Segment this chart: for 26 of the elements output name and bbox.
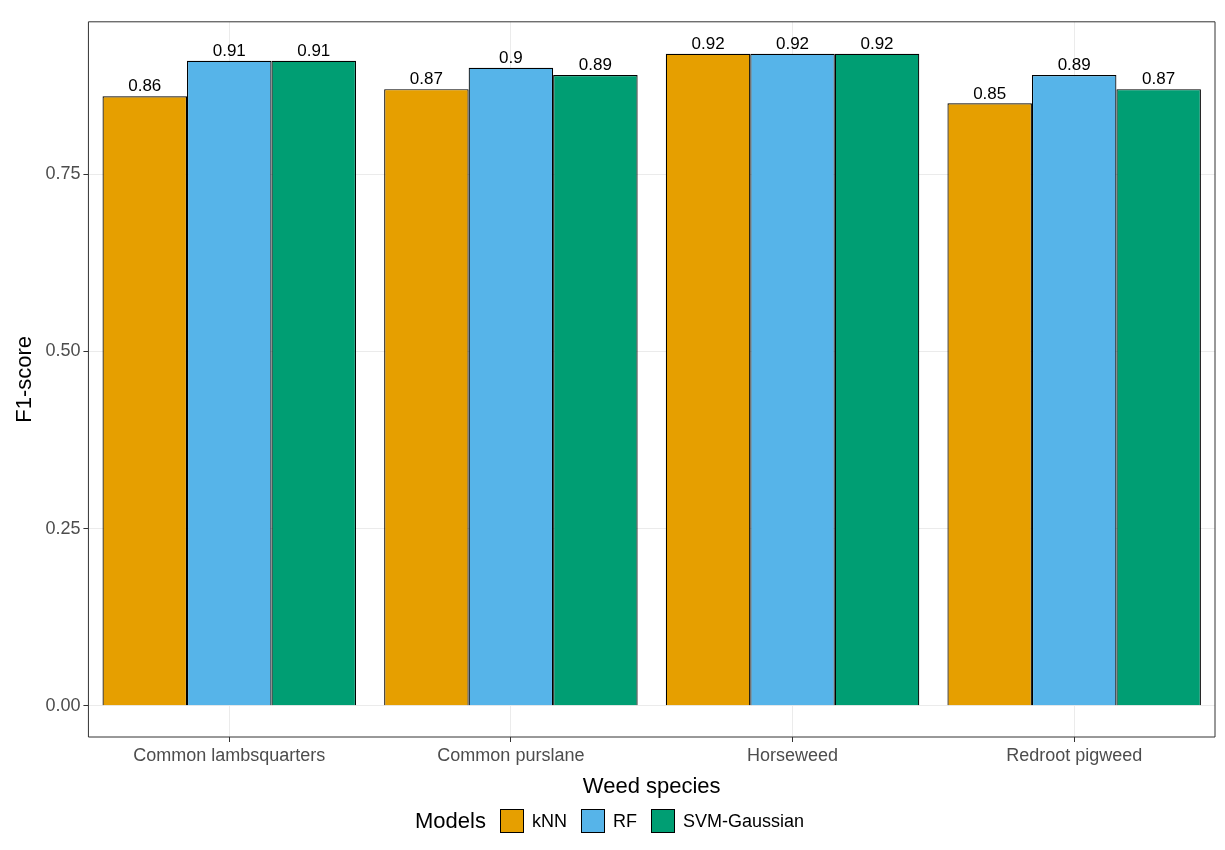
x-axis-title: Weed species	[582, 772, 721, 798]
y-tick-label: 0.25	[45, 517, 81, 538]
legend-title: Models	[415, 808, 486, 834]
y-tick-label: 0.75	[45, 163, 81, 184]
data-label: 0.91	[212, 40, 246, 60]
y-axis-title: F1-score	[11, 336, 37, 423]
x-tick-label: Redroot pigweed	[1006, 744, 1143, 765]
legend-label: SVM-Gaussian	[682, 810, 804, 832]
data-label: 0.85	[973, 83, 1007, 103]
x-tick-label: Common purslane	[437, 744, 585, 765]
data-label: 0.92	[691, 33, 725, 53]
data-label: 0.87	[1142, 69, 1176, 89]
data-label: 0.86	[128, 76, 162, 96]
data-label: 0.89	[1057, 55, 1091, 75]
y-tick-label: 0.00	[45, 694, 81, 715]
data-label: 0.9	[499, 48, 523, 68]
legend-label: RF	[612, 810, 637, 832]
x-tick-label: Common lambsquarters	[133, 744, 326, 765]
data-label: 0.92	[775, 33, 810, 53]
y-tick-label: 0.50	[45, 340, 81, 361]
legend-label: kNN	[531, 810, 567, 832]
data-label: 0.89	[578, 55, 612, 75]
data-label: 0.91	[297, 40, 331, 60]
x-tick-label: Horseweed	[747, 744, 839, 765]
data-label: 0.92	[860, 33, 894, 53]
data-label: 0.87	[409, 69, 443, 89]
